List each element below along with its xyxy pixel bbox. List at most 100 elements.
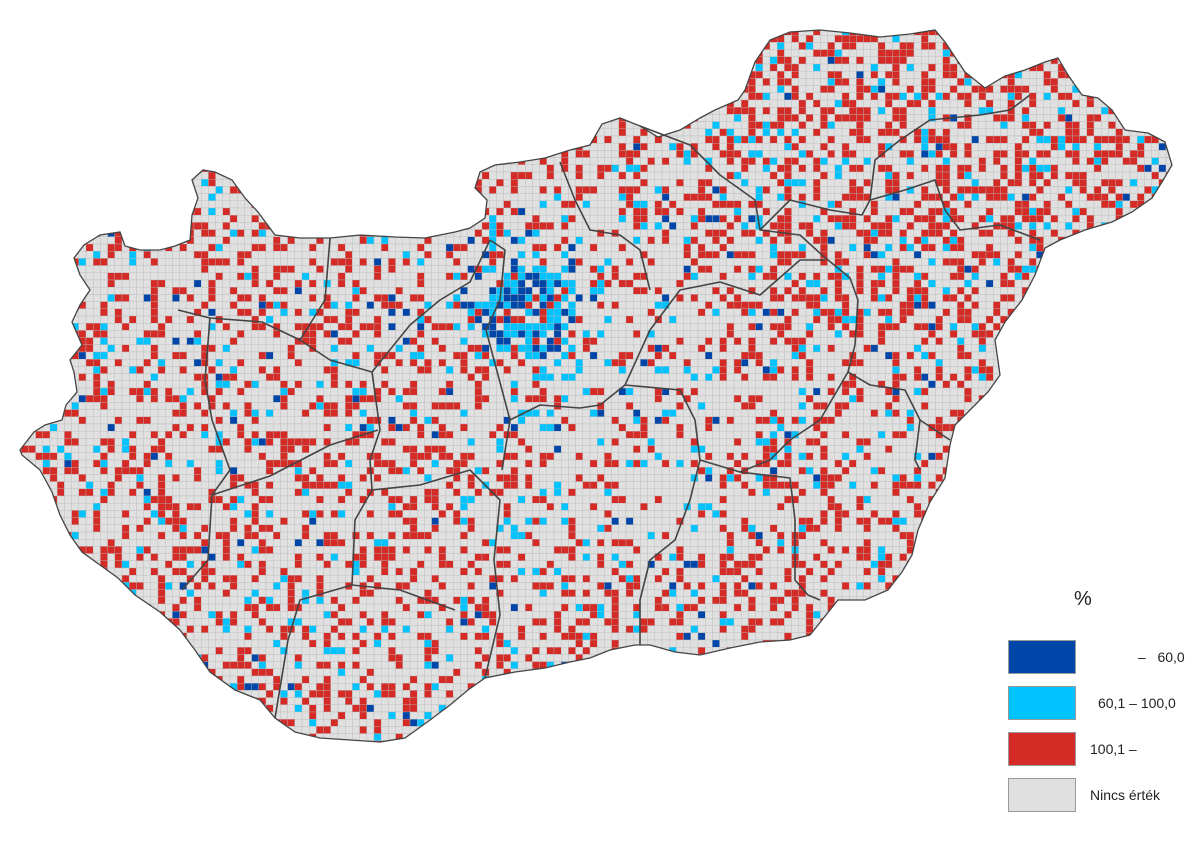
grid-cell	[654, 99, 663, 108]
grid-cell	[805, 179, 814, 187]
grid-cell	[913, 92, 922, 101]
grid-cell	[1144, 114, 1152, 122]
grid-cell	[957, 49, 965, 57]
grid-cell	[575, 30, 583, 36]
grid-cell	[1101, 157, 1109, 165]
grid-cell	[417, 143, 425, 151]
grid-cell	[1057, 78, 1066, 86]
grid-cell	[899, 85, 907, 93]
grid-cell	[49, 157, 58, 165]
grid-cell	[287, 99, 295, 108]
grid-cell	[1072, 236, 1080, 245]
grid-cell	[309, 164, 317, 173]
grid-cell	[438, 200, 447, 209]
grid-cell	[1129, 56, 1138, 65]
grid-cell	[805, 92, 814, 101]
grid-cell	[546, 229, 555, 237]
grid-cell	[395, 92, 403, 101]
grid-cell	[762, 107, 771, 115]
grid-cell	[913, 215, 922, 223]
grid-cell	[561, 128, 569, 137]
grid-cell	[229, 243, 238, 252]
grid-cell	[78, 200, 87, 209]
grid-cell	[273, 135, 281, 144]
grid-cell	[20, 71, 22, 79]
grid-cell	[762, 99, 771, 108]
grid-cell	[697, 63, 706, 72]
grid-cell	[611, 85, 619, 93]
grid-cell	[798, 215, 807, 223]
grid-cell	[1057, 128, 1066, 137]
grid-cell	[201, 207, 209, 216]
grid-cell	[633, 63, 641, 72]
grid-cell	[49, 243, 58, 252]
grid-cell	[683, 35, 691, 43]
grid-cell	[1057, 215, 1066, 223]
grid-cell	[1086, 135, 1095, 144]
grid-cell	[309, 215, 317, 223]
grid-cell	[669, 222, 677, 230]
grid-cell	[1086, 107, 1095, 115]
grid-cell	[690, 49, 699, 57]
grid-cell	[57, 78, 65, 86]
grid-cell	[402, 99, 411, 108]
grid-cell	[21, 49, 29, 57]
grid-cell	[921, 128, 929, 137]
grid-cell	[863, 42, 871, 50]
grid-cell	[453, 179, 461, 187]
grid-cell	[114, 143, 123, 151]
grid-cell	[582, 164, 591, 173]
grid-cell	[417, 243, 425, 252]
grid-cell	[35, 215, 43, 223]
grid-cell	[1093, 179, 1102, 187]
grid-cell	[921, 114, 929, 122]
grid-cell	[78, 143, 87, 151]
grid-cell	[71, 121, 79, 129]
grid-cell	[445, 92, 454, 101]
grid-cell	[496, 78, 504, 86]
grid-cell	[1093, 92, 1102, 101]
grid-cell	[143, 42, 151, 50]
grid-cell	[597, 35, 605, 43]
grid-cell	[633, 229, 641, 237]
grid-cell	[1129, 35, 1138, 43]
grid-cell	[251, 92, 259, 101]
grid-cell	[755, 42, 763, 50]
grid-cell	[841, 63, 850, 72]
grid-cell	[654, 121, 663, 129]
grid-cell	[683, 179, 691, 187]
grid-cell	[971, 193, 979, 201]
grid-cell	[532, 222, 540, 230]
grid-cell	[1122, 193, 1131, 201]
grid-cell	[1137, 150, 1145, 158]
grid-cell	[553, 49, 562, 57]
grid-cell	[388, 229, 396, 237]
grid-cell	[683, 157, 691, 165]
grid-cell	[791, 121, 799, 129]
grid-cell	[1165, 179, 1172, 187]
grid-cell	[150, 207, 159, 216]
grid-cell	[1173, 28, 1180, 35]
grid-cell	[100, 30, 108, 36]
grid-cell	[1086, 114, 1095, 122]
grid-cell	[503, 229, 511, 237]
grid-cell	[676, 171, 684, 180]
grid-cell	[1086, 71, 1095, 79]
grid-cell	[949, 42, 958, 50]
grid-cell	[575, 121, 583, 129]
grid-cell	[1036, 164, 1044, 173]
grid-cell	[971, 99, 979, 108]
grid-cell	[942, 186, 951, 194]
grid-cell	[71, 35, 79, 43]
grid-cell	[172, 42, 180, 50]
grid-cell	[57, 179, 65, 187]
grid-cell	[971, 56, 979, 65]
grid-cell	[517, 186, 526, 194]
grid-cell	[71, 49, 79, 57]
grid-cell	[1144, 179, 1152, 187]
grid-cell	[388, 63, 396, 72]
grid-cell	[28, 193, 36, 201]
grid-cell	[409, 107, 418, 115]
grid-cell	[741, 179, 749, 187]
grid-cell	[352, 85, 360, 93]
